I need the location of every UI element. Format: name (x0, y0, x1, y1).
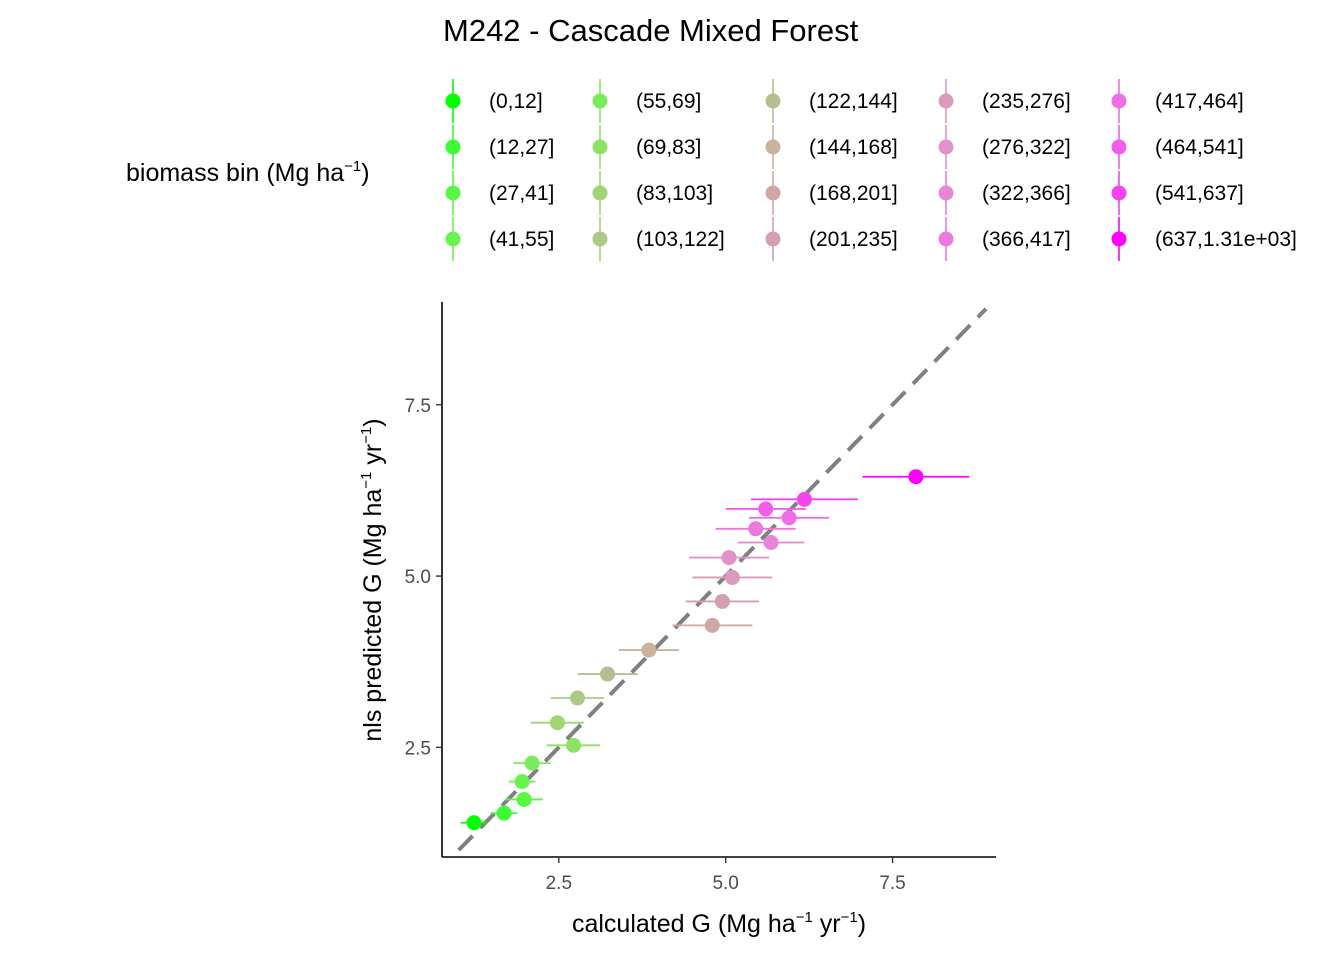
legend-label: (27,41] (489, 182, 554, 205)
legend-item-7: (103,122] (592, 217, 725, 261)
data-point-14 (763, 535, 779, 550)
legend-key-point (1111, 139, 1127, 155)
x-tick-label-2: 7.5 (879, 873, 905, 894)
legend-item-19: (637,1.31e+03] (1111, 217, 1297, 261)
legend-item-10: (168,201] (765, 171, 898, 215)
x-axis-title: calculated G (Mg ha−1 yr−1) (572, 909, 866, 938)
legend-label: (541,637] (1155, 182, 1244, 205)
legend-label: (417,464] (1155, 90, 1244, 113)
x-tick-label-1: 5.0 (712, 873, 738, 894)
legend-label: (55,69] (636, 90, 701, 113)
legend-label: (322,366] (982, 182, 1071, 205)
data-point-12 (724, 569, 740, 585)
legend-title: biomass bin (Mg ha−1) (126, 158, 370, 187)
data-point-8 (600, 666, 616, 682)
data-point-17 (758, 501, 774, 517)
legend-key-point (592, 231, 608, 247)
legend-key-point (445, 231, 461, 247)
legend-item-15: (366,417] (938, 217, 1071, 261)
legend-label: (83,103] (636, 182, 713, 205)
data-point-18 (796, 491, 812, 507)
data-point-0 (466, 815, 482, 831)
legend-key-point (938, 93, 954, 109)
x-tick-label-0: 2.5 (546, 873, 572, 894)
legend-label: (122,144] (809, 90, 898, 113)
data-point-7 (569, 690, 585, 706)
legend-item-18: (541,637] (1111, 171, 1244, 215)
legend-label: (276,322] (982, 136, 1071, 159)
legend-key-point (445, 139, 461, 155)
legend-key-point (938, 231, 954, 247)
legend-label: (12,27] (489, 136, 554, 159)
legend-key-point (938, 185, 954, 201)
legend-label: (103,122] (636, 228, 725, 251)
legend-label: (637,1.31e+03] (1155, 228, 1297, 251)
data-point-3 (514, 774, 530, 790)
legend-label: (0,12] (489, 90, 543, 113)
legend-key-point (765, 185, 781, 201)
legend-label: (201,235] (809, 228, 898, 251)
legend-item-3: (41,55] (445, 217, 554, 261)
legend-key-point (592, 139, 608, 155)
data-point-10 (704, 617, 720, 633)
legend-item-6: (83,103] (592, 171, 713, 215)
data-point-19 (908, 469, 924, 485)
legend-key-point (765, 93, 781, 109)
legend-item-5: (69,83] (592, 125, 701, 169)
legend-item-14: (322,366] (938, 171, 1071, 215)
legend-key-point (1111, 93, 1127, 109)
legend-item-9: (144,168] (765, 125, 898, 169)
plot-panel: 2.5 5.0 7.5 2.5 5.0 7.5 (405, 302, 996, 894)
legend-key-point (765, 231, 781, 247)
data-point-4 (524, 755, 540, 771)
legend-key-point (765, 139, 781, 155)
legend-key-point (938, 139, 954, 155)
data-point-16 (781, 510, 797, 526)
data-point-5 (565, 737, 581, 753)
legend-key-point (445, 93, 461, 109)
legend-item-13: (276,322] (938, 125, 1071, 169)
data-point-1 (496, 805, 512, 821)
legend-item-16: (417,464] (1111, 79, 1244, 123)
data-point-6 (549, 715, 565, 731)
legend-label: (168,201] (809, 182, 898, 205)
legend: (0,12] (12,27] (27,41] (41,55] (55,69] (69,83… (445, 79, 1297, 261)
data-point-9 (641, 642, 657, 658)
legend-item-4: (55,69] (592, 79, 701, 123)
legend-item-12: (235,276] (938, 79, 1071, 123)
data-point-2 (516, 791, 532, 807)
legend-item-8: (122,144] (765, 79, 898, 123)
legend-item-1: (12,27] (445, 125, 554, 169)
data-point-15 (748, 521, 764, 537)
legend-key-point (445, 185, 461, 201)
legend-item-17: (464,541] (1111, 125, 1244, 169)
legend-label: (366,417] (982, 228, 1071, 251)
legend-item-0: (0,12] (445, 79, 543, 123)
y-axis-title: nls predicted G (Mg ha−1 yr−1) (358, 418, 387, 741)
data-point-13 (721, 550, 737, 566)
y-tick-label-0: 2.5 (405, 738, 431, 759)
legend-key-point (1111, 231, 1127, 247)
one-to-one-reference-line (457, 307, 988, 852)
legend-label: (144,168] (809, 136, 898, 159)
legend-key-point (592, 185, 608, 201)
data-point-11 (714, 593, 730, 609)
legend-label: (464,541] (1155, 136, 1244, 159)
legend-key-point (1111, 185, 1127, 201)
y-tick-label-2: 7.5 (405, 396, 431, 417)
legend-key-point (592, 93, 608, 109)
y-tick-label-1: 5.0 (405, 567, 431, 588)
chart-title: M242 - Cascade Mixed Forest (443, 13, 859, 48)
legend-item-2: (27,41] (445, 171, 554, 215)
legend-label: (41,55] (489, 228, 554, 251)
legend-label: (69,83] (636, 136, 701, 159)
legend-item-11: (201,235] (765, 217, 898, 261)
legend-label: (235,276] (982, 90, 1071, 113)
